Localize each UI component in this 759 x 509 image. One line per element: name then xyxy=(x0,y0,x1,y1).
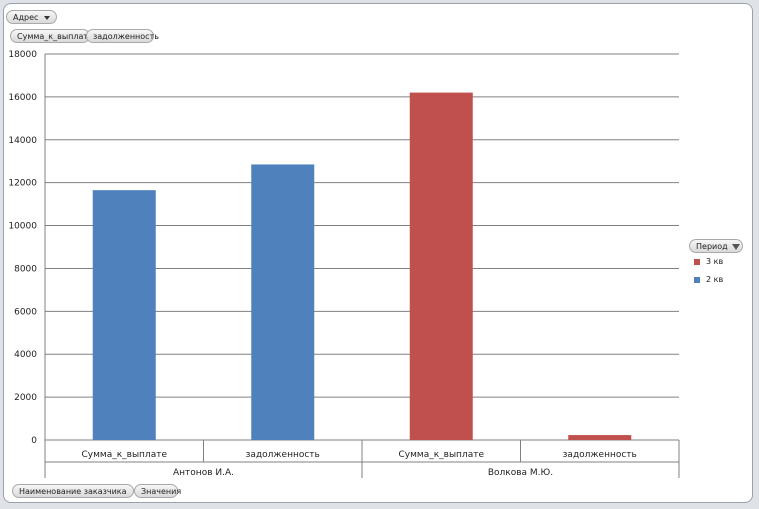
y-tick-label: 8000 xyxy=(14,264,37,274)
bar xyxy=(251,164,315,440)
legend-field-label: Период xyxy=(696,242,728,251)
legend-swatch xyxy=(694,276,700,283)
y-tick-label: 2000 xyxy=(14,393,37,403)
y-tick-label: 10000 xyxy=(8,222,37,232)
legend-label: 2 кв xyxy=(706,275,724,284)
group-label: Антонов И.А. xyxy=(173,468,234,478)
legend-label: 3 кв xyxy=(706,257,724,266)
bar xyxy=(92,190,156,440)
chevron-down-icon[interactable] xyxy=(44,15,51,20)
value-field-label: задолженность xyxy=(93,32,159,41)
y-tick-label: 12000 xyxy=(8,179,37,189)
legend-swatch xyxy=(694,258,700,265)
bar xyxy=(409,92,473,440)
x-tick-label: задолженность xyxy=(246,450,320,460)
value-field-label: Сумма_к_выплате xyxy=(17,32,93,41)
values-field-label: Значения xyxy=(141,487,182,496)
y-tick-label: 18000 xyxy=(8,50,37,60)
axis-field-label: Наименование заказчика xyxy=(19,487,127,496)
legend-item: 2 кв xyxy=(694,275,723,284)
y-tick-label: 6000 xyxy=(14,307,37,317)
y-tick-label: 16000 xyxy=(8,93,37,103)
bar xyxy=(568,435,632,440)
legend-item: 3 кв xyxy=(694,257,723,266)
x-tick-label: задолженность xyxy=(563,450,637,460)
filter-field-label: Адрес xyxy=(13,13,39,22)
x-tick-label: Сумма_к_выплате xyxy=(399,450,485,460)
filter-field-button[interactable]: Адрес xyxy=(6,10,58,24)
y-tick-label: 14000 xyxy=(8,136,37,146)
legend-field-button[interactable]: Период xyxy=(689,239,743,253)
y-tick-label: 0 xyxy=(31,436,37,446)
y-tick-label: 4000 xyxy=(14,350,37,360)
value-field-button[interactable]: задолженность xyxy=(86,29,159,43)
filter-icon[interactable] xyxy=(731,243,740,250)
group-label: Волкова М.Ю. xyxy=(488,468,553,478)
values-field-button[interactable]: Значения xyxy=(134,484,182,498)
x-tick-label: Сумма_к_выплате xyxy=(82,450,168,460)
